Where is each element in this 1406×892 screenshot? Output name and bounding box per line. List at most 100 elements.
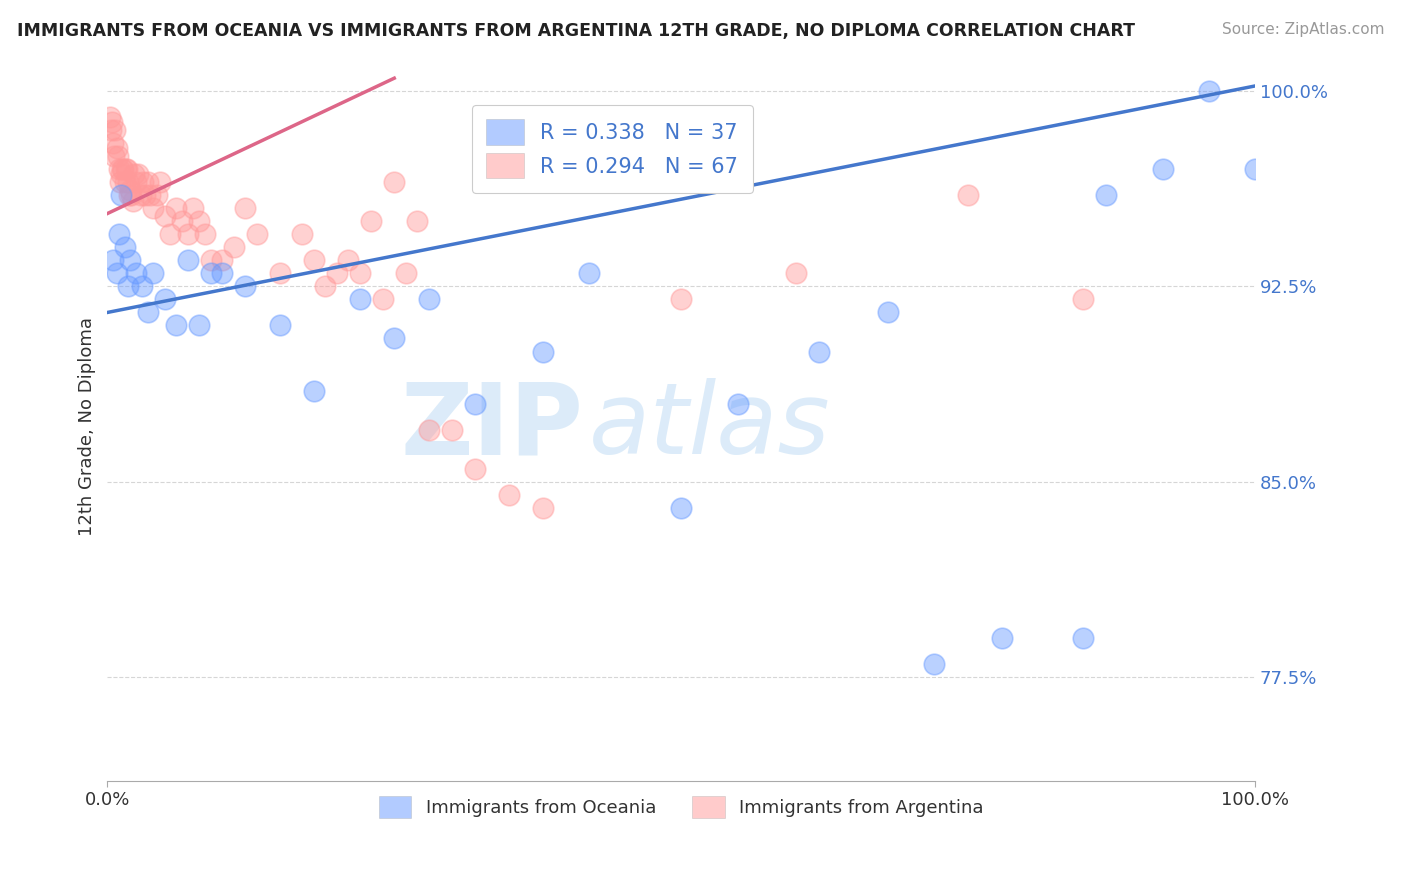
Point <box>349 267 371 281</box>
Point <box>117 279 139 293</box>
Point <box>1198 84 1220 98</box>
Point <box>111 162 134 177</box>
Point <box>114 240 136 254</box>
Point <box>727 396 749 410</box>
Point <box>108 175 131 189</box>
Point <box>101 253 124 268</box>
Point <box>188 214 211 228</box>
Point <box>100 123 122 137</box>
Point <box>669 293 692 307</box>
Point <box>291 227 314 242</box>
Point <box>129 188 152 202</box>
Point <box>159 227 181 242</box>
Point <box>337 253 360 268</box>
Point <box>669 500 692 515</box>
Point <box>145 188 167 202</box>
Point <box>1071 631 1094 645</box>
Point <box>101 115 124 129</box>
Point <box>406 214 429 228</box>
Point <box>418 423 440 437</box>
Point <box>578 175 600 189</box>
Point <box>533 344 555 359</box>
Point <box>134 188 156 202</box>
Point <box>110 168 132 182</box>
Point <box>121 188 143 202</box>
Legend: Immigrants from Oceania, Immigrants from Argentina: Immigrants from Oceania, Immigrants from… <box>371 789 991 825</box>
Point <box>110 188 132 202</box>
Point <box>118 188 141 202</box>
Point <box>464 461 486 475</box>
Point <box>395 267 418 281</box>
Point <box>165 202 187 216</box>
Point <box>136 305 159 319</box>
Point <box>211 253 233 268</box>
Point <box>104 123 127 137</box>
Point <box>105 267 128 281</box>
Point <box>498 488 520 502</box>
Point <box>922 657 945 671</box>
Point <box>112 162 135 177</box>
Point <box>103 149 125 163</box>
Point <box>120 183 142 197</box>
Point <box>153 293 176 307</box>
Point <box>170 214 193 228</box>
Point <box>360 214 382 228</box>
Point <box>177 227 200 242</box>
Point <box>222 240 245 254</box>
Point <box>107 149 129 163</box>
Point <box>233 279 256 293</box>
Point <box>139 188 162 202</box>
Point <box>188 318 211 333</box>
Point <box>136 175 159 189</box>
Point <box>120 253 142 268</box>
Point <box>382 175 405 189</box>
Text: Source: ZipAtlas.com: Source: ZipAtlas.com <box>1222 22 1385 37</box>
Point <box>131 279 153 293</box>
Point <box>114 162 136 177</box>
Point <box>194 227 217 242</box>
Point <box>149 175 172 189</box>
Point <box>1094 188 1116 202</box>
Point <box>533 500 555 515</box>
Point <box>785 267 807 281</box>
Point <box>200 253 222 268</box>
Point <box>269 267 291 281</box>
Point <box>108 162 131 177</box>
Y-axis label: 12th Grade, No Diploma: 12th Grade, No Diploma <box>79 318 96 536</box>
Point <box>115 162 138 177</box>
Point <box>105 141 128 155</box>
Point <box>125 175 148 189</box>
Point <box>183 202 205 216</box>
Point <box>233 202 256 216</box>
Point <box>314 279 336 293</box>
Point <box>302 384 325 398</box>
Point <box>1071 293 1094 307</box>
Point <box>371 293 394 307</box>
Point <box>211 267 233 281</box>
Point <box>876 305 898 319</box>
Point <box>269 318 291 333</box>
Text: atlas: atlas <box>589 378 831 475</box>
Point <box>1152 162 1174 177</box>
Point <box>117 175 139 189</box>
Point <box>177 253 200 268</box>
Point <box>98 110 121 124</box>
Point <box>578 267 600 281</box>
Point <box>326 267 349 281</box>
Point <box>114 175 136 189</box>
Point <box>382 331 405 345</box>
Point <box>125 267 148 281</box>
Point <box>245 227 267 242</box>
Text: ZIP: ZIP <box>401 378 583 475</box>
Point <box>165 318 187 333</box>
Point <box>121 194 143 208</box>
Point <box>349 293 371 307</box>
Point <box>142 267 165 281</box>
Point <box>132 175 155 189</box>
Point <box>1244 162 1267 177</box>
Point <box>302 253 325 268</box>
Point <box>464 396 486 410</box>
Point <box>956 188 979 202</box>
Point <box>101 136 124 151</box>
Point <box>122 168 145 182</box>
